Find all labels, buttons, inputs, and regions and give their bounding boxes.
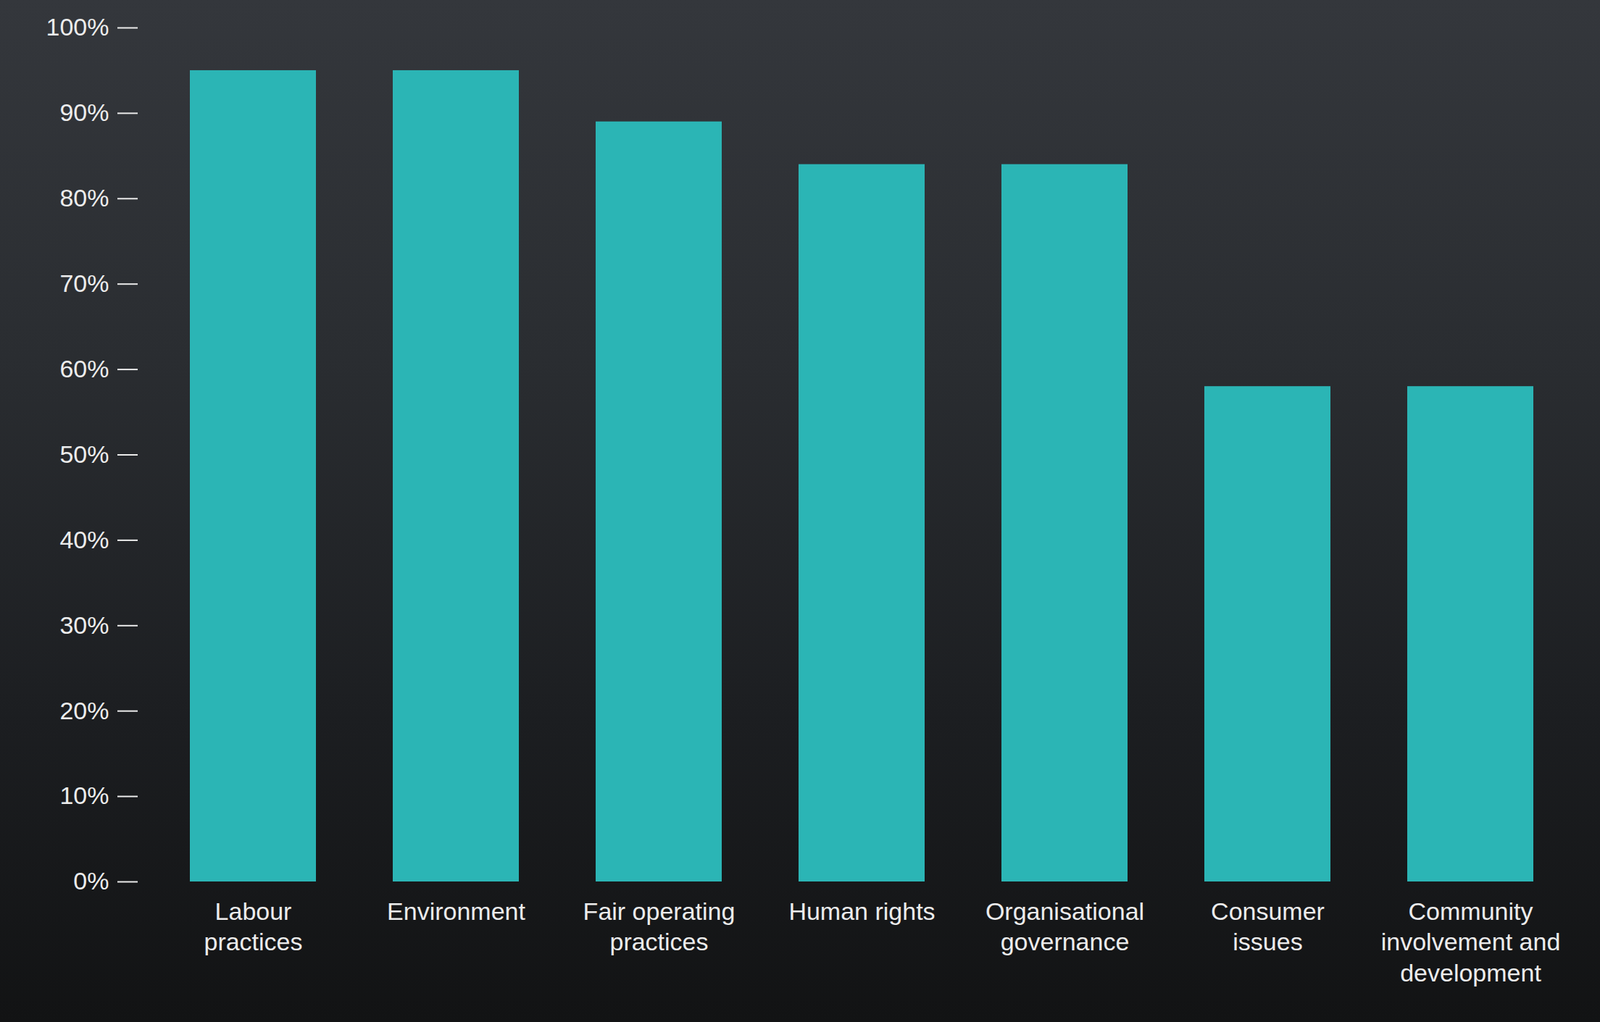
svg-text:Environment: Environment [386, 897, 526, 926]
svg-text:10%: 10% [59, 781, 109, 810]
svg-text:Fair operatingpractices: Fair operatingpractices [583, 897, 736, 957]
svg-text:60%: 60% [59, 355, 109, 383]
svg-text:Organisationalgovernance: Organisationalgovernance [985, 897, 1145, 957]
svg-text:50%: 50% [59, 440, 109, 469]
svg-text:Communityinvolvement anddevelo: Communityinvolvement anddevelopment [1381, 897, 1561, 987]
svg-text:20%: 20% [59, 697, 109, 725]
svg-text:Human rights: Human rights [788, 897, 935, 926]
svg-text:70%: 70% [59, 269, 109, 298]
svg-text:90%: 90% [59, 98, 109, 127]
svg-text:0%: 0% [73, 867, 109, 895]
svg-text:40%: 40% [59, 526, 109, 554]
svg-text:Labourpractices: Labourpractices [203, 897, 303, 957]
svg-text:80%: 80% [59, 184, 109, 212]
svg-text:30%: 30% [59, 611, 109, 640]
svg-text:100%: 100% [46, 13, 110, 41]
svg-text:Consumerissues: Consumerissues [1210, 897, 1325, 957]
